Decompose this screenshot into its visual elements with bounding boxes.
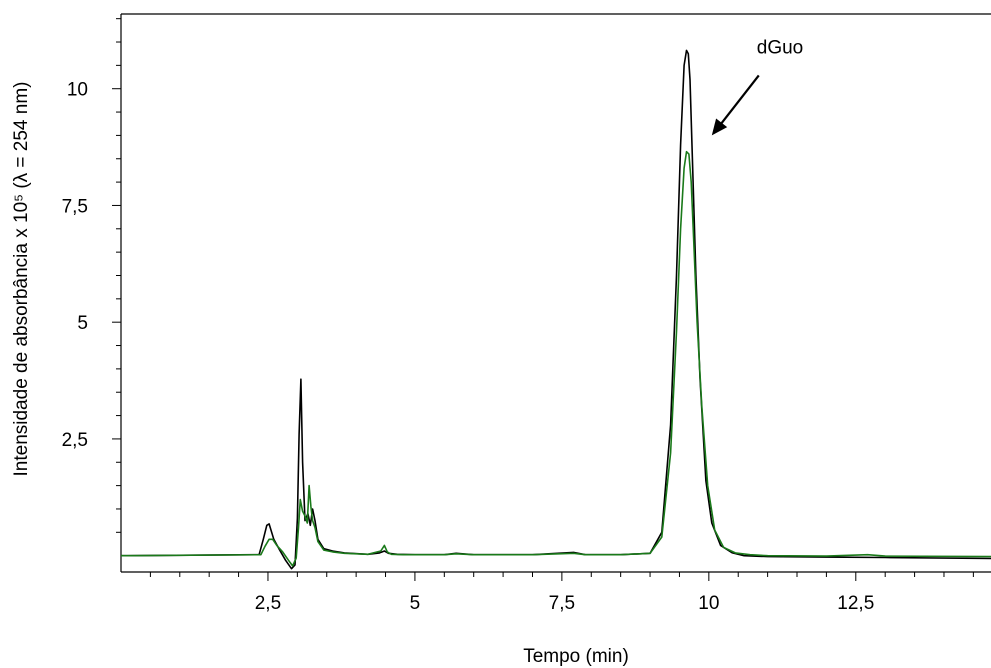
annotation-arrow-head: [711, 118, 728, 136]
x-axis-ticks: 2,5 5 7,5 10 12,5: [149, 572, 974, 614]
y-axis-ticks: 2,5 5 7,5 10: [62, 18, 121, 533]
series-layer: [120, 49, 991, 570]
x-tick-label: 5: [410, 593, 421, 614]
x-tick-label: 7,5: [549, 593, 575, 614]
series-line-green: [120, 150, 991, 567]
series-line-black: [120, 49, 991, 570]
annotation-arrow-shaft: [718, 74, 760, 127]
y-tick-label: 2,5: [62, 430, 88, 451]
y-tick-label: 10: [67, 80, 88, 101]
y-tick-label: 7,5: [62, 196, 88, 217]
x-axis-label: Tempo (min): [523, 646, 629, 667]
x-tick-label: 2,5: [255, 593, 281, 614]
annotation-layer: dGuo: [711, 37, 803, 136]
y-tick-label: 5: [77, 313, 88, 334]
y-axis-label: Intensidade de absorbância x 10⁵ (λ = 25…: [11, 82, 32, 477]
x-tick-label: 10: [698, 593, 719, 614]
annotation-label-dguo: dGuo: [757, 37, 803, 58]
plot-frame: [120, 13, 991, 573]
x-tick-label: 12,5: [837, 593, 874, 614]
